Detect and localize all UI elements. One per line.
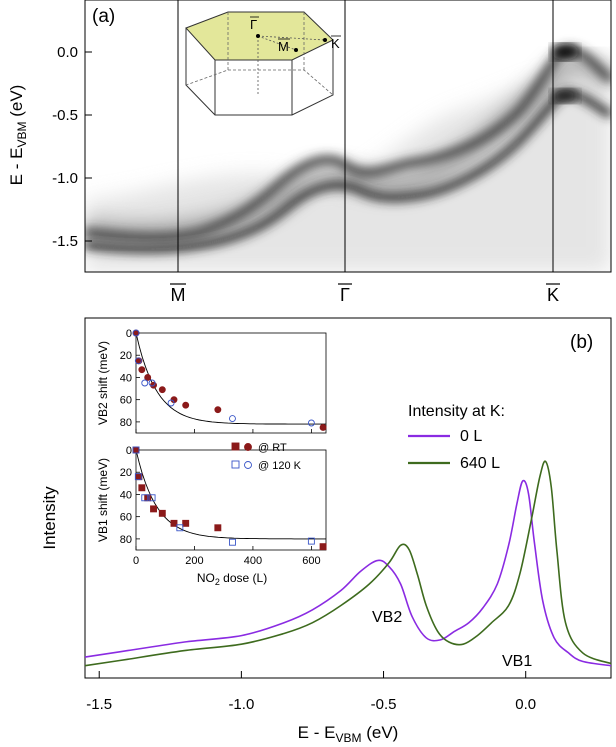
legend-title: Intensity at K: — [408, 403, 505, 420]
inset-ytick-label: 60 — [120, 512, 132, 524]
inset-ytick-label: 20 — [120, 467, 132, 479]
inset-legend-label: @ RT — [258, 442, 287, 454]
inset-point — [183, 402, 189, 408]
inset-ytick-label: 40 — [120, 372, 132, 384]
dose-insets: VB2 shift (meV) VB1 shift (meV) NO2 dose… — [96, 328, 326, 587]
b-xtick-label: -0.5 — [371, 696, 397, 713]
inset-point — [133, 447, 139, 453]
inset-ytick-label: 0 — [126, 445, 132, 457]
inset-legend-square — [232, 443, 239, 450]
inset-point — [139, 367, 145, 373]
panel-b-xlabel: E - EVBM (eV) — [298, 723, 399, 745]
inset-point — [171, 520, 177, 526]
inset-bottom-ylabel: VB1 shift (meV) — [96, 458, 110, 542]
bz-m-point — [294, 48, 298, 52]
inset-point — [159, 510, 165, 516]
inset-top-frame — [136, 333, 326, 433]
a-ytick-label: -1.5 — [52, 233, 78, 250]
b-xtick-label: -1.5 — [86, 696, 112, 713]
bz-m-label: M — [278, 39, 289, 54]
inset-point — [151, 506, 157, 512]
inset-point — [320, 424, 326, 430]
inset-legend-label: @ 120 K — [258, 460, 302, 472]
bz-k-label: K — [331, 36, 340, 51]
b-xtick-label: -1.0 — [228, 696, 254, 713]
inset-xtick-label: 200 — [185, 555, 203, 567]
xlabel-M: M — [171, 285, 186, 305]
panel-b-ylabel: Intensity — [40, 486, 59, 550]
legend-entry-0: 0 L — [460, 428, 482, 445]
inset-xtick-label: 600 — [302, 555, 320, 567]
panel-a-label: (a) — [92, 6, 115, 27]
inset-ytick-label: 0 — [126, 328, 132, 340]
band-maximum-K — [551, 44, 579, 60]
xlabel-K: K — [547, 285, 559, 305]
panel-b-label: (b) — [570, 332, 593, 353]
inset-point — [145, 374, 151, 380]
inset-point — [159, 387, 165, 393]
panel-a-ylabel: E - EVBM (eV) — [7, 85, 29, 186]
legend-entry-1: 640 L — [460, 455, 500, 472]
panel-b: (b) -1.5 -1.0 -0.5 0.0 Intensity E - EVBM (… — [40, 318, 611, 745]
inset-ytick-label: 60 — [120, 395, 132, 407]
inset-top-ylabel: VB2 shift (meV) — [96, 341, 110, 425]
inset-xtick-label: 0 — [133, 555, 139, 567]
a-ytick-label: -0.5 — [52, 107, 78, 124]
inset-ytick-label: 80 — [120, 417, 132, 429]
inset-xlabel: NO2 dose (L) — [197, 571, 267, 587]
inset-point — [183, 520, 189, 526]
inset-point — [215, 407, 221, 413]
bz-k-point — [323, 38, 327, 42]
spectra-legend: 0 L 640 L — [408, 428, 500, 472]
inset-point — [139, 485, 145, 491]
a-ytick-label: 0.0 — [57, 44, 78, 61]
bz-gamma-label: Γ — [250, 17, 257, 32]
xlabel-Gamma: Γ — [340, 285, 350, 305]
inset-legend-circle — [245, 444, 252, 451]
panel-a: 0.0 -0.5 -1.0 -1.5 M Γ K E - EVBM (eV) (a) — [7, 0, 611, 305]
b-xtick-label: 0.0 — [515, 696, 536, 713]
bz-gamma-point — [256, 34, 260, 38]
a-ytick-label: -1.0 — [52, 170, 78, 187]
inset-point — [215, 525, 221, 531]
peak-label-vb2: VB2 — [372, 609, 402, 626]
panel-b-xticks: -1.5 -1.0 -0.5 0.0 — [86, 671, 536, 713]
inset-ytick-label: 40 — [120, 489, 132, 501]
inset-ytick-label: 80 — [120, 534, 132, 546]
inset-xtick-label: 400 — [244, 555, 262, 567]
inset-ytick-label: 20 — [120, 350, 132, 362]
band-maximum-K-lower — [551, 89, 579, 103]
inset-point — [320, 544, 326, 550]
peak-label-vb1: VB1 — [502, 653, 532, 670]
